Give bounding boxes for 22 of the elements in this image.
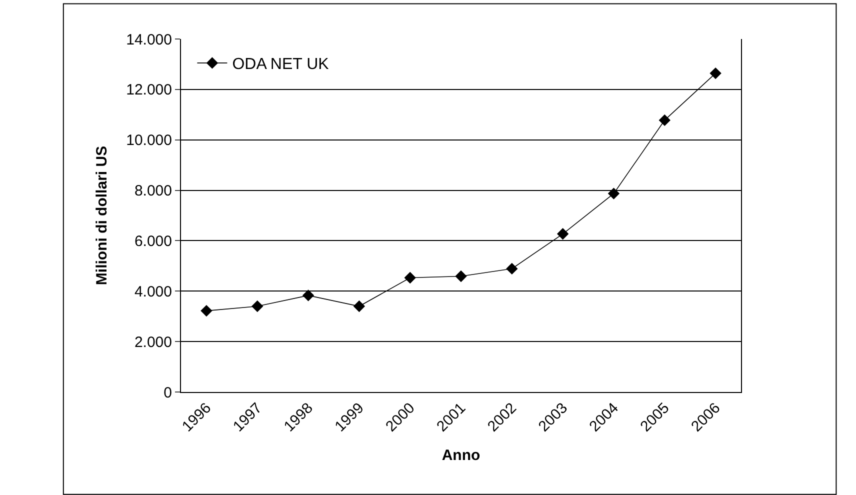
point [252,300,264,312]
y-tick-label: 8.000 [134,182,172,200]
point [658,114,670,126]
point [404,272,416,284]
point [302,290,314,302]
point [710,67,722,80]
point [556,228,569,240]
y-tick-label: 2.000 [134,334,172,351]
y-tick-label: 4.000 [134,283,172,300]
legend-label: ODA NET UK [232,56,330,74]
x-axis-title: Anno [442,447,480,464]
y-tick-label: 12.000 [126,82,172,99]
y-tick-label: 0 [164,384,172,402]
y-axis-title: Milioni di dollari US [93,146,110,286]
point [455,270,467,282]
y-tick-label: 10.000 [126,132,172,150]
point [200,304,212,317]
point [608,188,620,200]
point [506,262,518,275]
y-tick-label: 14.000 [126,31,172,48]
point [353,300,366,312]
y-tick-label: 6.000 [134,232,172,250]
